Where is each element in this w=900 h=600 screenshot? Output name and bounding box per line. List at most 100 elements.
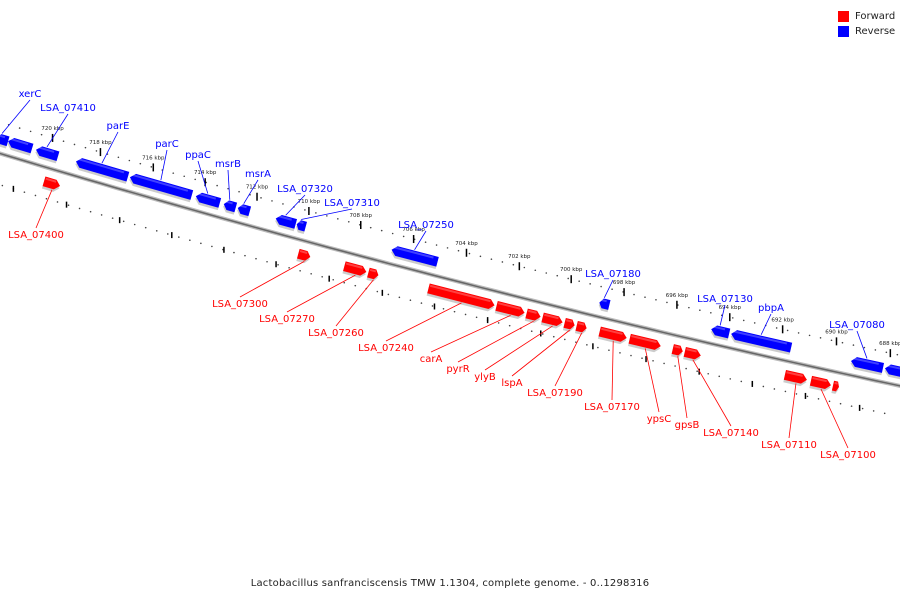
forward-gene-14-label: LSA_07110 (761, 440, 817, 451)
forward-gene[interactable] (366, 267, 379, 283)
guide-dot (808, 334, 811, 337)
guide-dot (139, 162, 142, 165)
reverse-gene[interactable] (729, 329, 793, 355)
guide-dot (479, 255, 482, 258)
guide-dot (828, 400, 831, 403)
reverse-gene[interactable] (849, 356, 885, 376)
forward-gene[interactable] (342, 261, 367, 279)
guide-dot (841, 341, 844, 344)
reverse-gene[interactable] (0, 133, 10, 149)
guide-dot (376, 290, 379, 293)
forward-gene[interactable] (574, 320, 588, 336)
reverse-gene[interactable] (274, 214, 298, 232)
forward-gene-1-label: LSA_07300 (212, 299, 268, 310)
forward-gene-5-label: carA (420, 354, 443, 365)
guide-dot (380, 229, 383, 232)
guide-dot (852, 344, 855, 346)
reverse-gene[interactable] (128, 173, 194, 203)
guide-dot (475, 316, 478, 319)
forward-gene[interactable] (831, 380, 840, 395)
forward-gene-4-leader (385, 302, 462, 342)
reverse-gene[interactable] (709, 324, 731, 341)
forward-gene[interactable] (783, 370, 808, 387)
guide-dot (150, 166, 153, 168)
guide-dot (67, 204, 70, 207)
reverse-gene-10-label: LSA_07250 (398, 220, 454, 231)
guide-dot (731, 317, 734, 319)
guide-dot (117, 156, 120, 159)
guide-dot (354, 284, 357, 287)
forward-gene[interactable] (540, 312, 564, 330)
reverse-gene[interactable] (194, 191, 222, 211)
guide-dot (707, 372, 710, 375)
forward-gene-15-label: LSA_07100 (820, 450, 876, 461)
forward-gene[interactable] (809, 375, 832, 393)
reverse-gene[interactable] (74, 157, 130, 184)
kbp-label: 692 kbp (771, 317, 794, 323)
guide-dot (282, 203, 284, 205)
reverse-gene[interactable] (6, 137, 34, 156)
forward-gene-11-label: ypsC (647, 414, 671, 425)
legend-forward: Forward (838, 9, 895, 24)
forward-gene-8-leader (511, 329, 570, 377)
guide-dot (817, 398, 820, 400)
guide-dot (244, 254, 246, 257)
forward-gene[interactable] (524, 308, 542, 325)
forward-gene[interactable] (494, 301, 526, 320)
reverse-gene-0-leader (1, 99, 31, 134)
guide-dot (718, 375, 721, 378)
reverse-gene[interactable] (883, 363, 900, 381)
reverse-gene[interactable] (390, 245, 439, 270)
reverse-gene-5-leader (197, 160, 209, 194)
guide-dot (663, 362, 665, 365)
forward-gene[interactable] (627, 333, 662, 354)
guide-dot (431, 305, 434, 307)
reverse-gene-3-leader (101, 131, 119, 164)
guide-dot (84, 146, 87, 149)
reverse-gene[interactable] (236, 203, 252, 219)
guide-dot (564, 338, 566, 341)
reverse-gene-12-leader (719, 304, 726, 326)
reverse-gene[interactable] (222, 199, 238, 215)
kbp-label: 688 kbp (879, 341, 900, 347)
reverse-gene-13-leader (760, 313, 772, 335)
reverse-gene[interactable] (295, 219, 307, 234)
guide-dot (600, 285, 602, 288)
reverse-gene-11-label: LSA_07180 (585, 269, 641, 280)
guide-dot (271, 200, 273, 202)
guide-dot (541, 333, 544, 335)
guide-dot (641, 357, 643, 359)
forward-gene-13-leader (692, 359, 732, 427)
reverse-gene[interactable] (598, 298, 611, 313)
guide-dot (40, 133, 43, 136)
forward-gene-2-leader (286, 274, 356, 313)
guide-dot (586, 344, 588, 346)
forward-gene-9-leader (554, 332, 583, 387)
reverse-gene-12-label: LSA_07130 (697, 294, 753, 305)
guide-dot (874, 349, 877, 351)
forward-gene[interactable] (562, 318, 576, 333)
guide-dot (457, 249, 460, 252)
reverse-gene[interactable] (34, 145, 60, 164)
forward-gene[interactable] (597, 326, 628, 346)
guide-dot (699, 309, 701, 311)
forward-gene[interactable] (671, 344, 684, 359)
guide-dot (742, 319, 745, 322)
guide-dot (211, 245, 213, 248)
forward-gene-7-label: ylyB (474, 372, 496, 383)
guide-dot (337, 218, 339, 220)
guide-dot (18, 127, 21, 129)
forward-gene[interactable] (296, 248, 311, 264)
guide-dot (786, 329, 789, 332)
reverse-gene-13-label: pbpA (758, 303, 784, 314)
forward-gene[interactable] (41, 176, 62, 194)
forward-gene[interactable] (683, 346, 702, 363)
guide-dot (839, 402, 842, 405)
forward-gene[interactable] (426, 283, 496, 313)
guide-dot (552, 335, 555, 338)
kbp-label: 696 kbp (666, 293, 689, 299)
forward-gene-12-label: gpsB (675, 420, 700, 431)
guide-dot (885, 351, 888, 354)
reverse-gene-6-leader (227, 169, 231, 200)
forward-gene-10-label: LSA_07170 (584, 402, 640, 413)
